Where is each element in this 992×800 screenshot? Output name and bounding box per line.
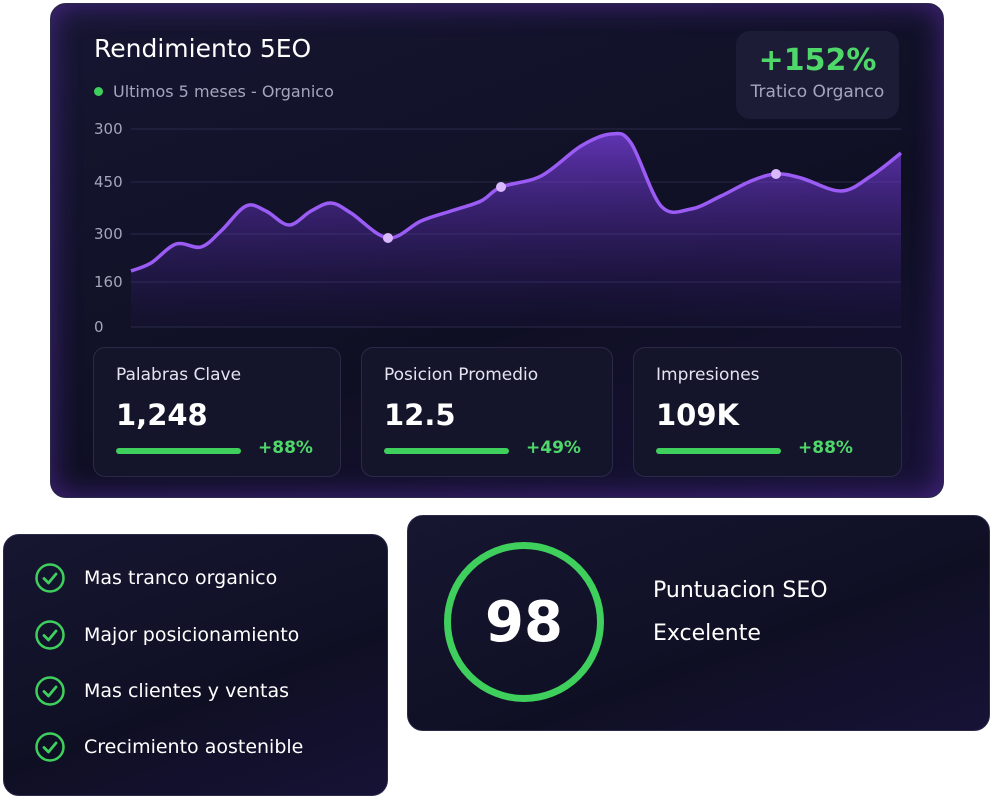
chart-area bbox=[131, 133, 901, 327]
score-card: 98 Puntuacion SEO Excelente bbox=[407, 515, 990, 731]
traffic-chart: 300 450 300 160 0 bbox=[94, 120, 903, 336]
traffic-badge: +152% Tratico Organco bbox=[736, 31, 899, 119]
stat-value: 109K bbox=[656, 398, 740, 432]
progress-bar bbox=[116, 448, 241, 454]
progress-bar bbox=[384, 448, 509, 454]
progress-bar bbox=[656, 448, 781, 454]
stat-label: Palabras Clave bbox=[116, 365, 242, 385]
y-axis-label: 160 bbox=[94, 273, 123, 291]
stat-label: Impresiones bbox=[656, 365, 760, 385]
y-axis-label: 450 bbox=[94, 173, 123, 191]
benefit-text: Mas clientes y ventas bbox=[84, 680, 290, 702]
benefit-item: Major posicionamiento bbox=[34, 619, 299, 651]
badge-label: Tratico Organco bbox=[750, 82, 885, 102]
benefit-text: Major posicionamiento bbox=[84, 624, 300, 646]
benefits-card: Mas tranco organico Major posicionamiento… bbox=[3, 534, 388, 796]
check-icon bbox=[35, 620, 65, 650]
chart-dot bbox=[383, 233, 393, 243]
score-rating: Excelente bbox=[653, 621, 761, 646]
stat-card: Palabras Clave 1,248 +88% bbox=[93, 347, 341, 477]
benefit-item: Mas tranco organico bbox=[34, 562, 277, 594]
badge-value: +152% bbox=[758, 43, 877, 78]
stat-label: Posicion Promedio bbox=[384, 365, 539, 385]
benefit-item: Crecimiento aostenible bbox=[34, 731, 303, 763]
score-label: Puntuacion SEO bbox=[653, 578, 828, 603]
check-icon bbox=[35, 676, 65, 706]
stat-card: Posicion Promedio 12.5 +49% bbox=[361, 347, 613, 477]
score-ring: 98 bbox=[444, 542, 604, 702]
stat-value: 1,248 bbox=[116, 398, 208, 432]
benefit-text: Mas tranco organico bbox=[84, 567, 278, 589]
stat-value: 12.5 bbox=[384, 398, 456, 432]
stat-change: +49% bbox=[526, 438, 581, 458]
stat-change: +88% bbox=[798, 438, 853, 458]
stat-card: Impresiones 109K +88% bbox=[633, 347, 902, 477]
chart-dot bbox=[496, 182, 506, 192]
performance-card: Rendimiento 5EO Ultimos 5 meses - Organi… bbox=[50, 3, 944, 498]
check-icon bbox=[35, 563, 65, 593]
title: Rendimiento 5EO bbox=[94, 34, 312, 63]
subtitle: Ultimos 5 meses - Organico bbox=[94, 82, 334, 101]
benefit-item: Mas clientes y ventas bbox=[34, 675, 289, 707]
chart-dot bbox=[771, 169, 781, 179]
stat-change: +88% bbox=[258, 438, 313, 458]
check-icon bbox=[35, 732, 65, 762]
benefit-text: Crecimiento aostenible bbox=[84, 736, 304, 758]
y-axis-label: 300 bbox=[94, 225, 123, 243]
y-axis-label: 0 bbox=[94, 318, 104, 336]
y-axis-label: 300 bbox=[94, 120, 123, 138]
chart-line bbox=[130, 131, 903, 273]
